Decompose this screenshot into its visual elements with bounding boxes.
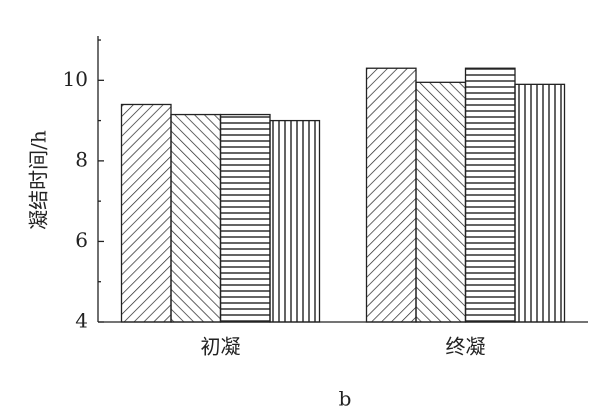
- y-tick-label: 10: [63, 67, 88, 91]
- caption: b: [339, 387, 352, 411]
- x-tick-label: 终凝: [446, 335, 486, 359]
- bar: [170, 113, 222, 323]
- y-axis-label: 凝结时间/h: [27, 130, 51, 230]
- bar: [514, 83, 566, 323]
- bar: [120, 103, 172, 323]
- bar: [365, 67, 417, 323]
- x-tick-label: 初凝: [201, 335, 241, 359]
- y-tick-label: 6: [75, 228, 88, 252]
- bar: [269, 119, 321, 323]
- bar: [219, 113, 271, 323]
- y-tick-label: 4: [75, 309, 88, 333]
- bar: [415, 81, 467, 323]
- bar: [464, 67, 516, 323]
- y-tick-label: 8: [75, 147, 88, 171]
